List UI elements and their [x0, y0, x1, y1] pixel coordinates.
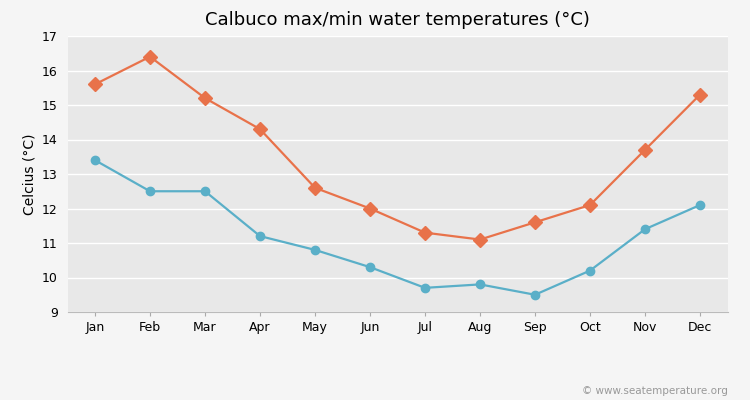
- Max: [91, 82, 100, 87]
- Max: [586, 203, 595, 208]
- Max: [200, 96, 209, 100]
- Min: [200, 189, 209, 194]
- Min: [310, 248, 320, 252]
- Line: Min: Min: [91, 156, 704, 299]
- Max: [365, 206, 374, 211]
- Max: [256, 127, 265, 132]
- Legend: Max, Min: Max, Min: [318, 396, 477, 400]
- Min: [640, 227, 650, 232]
- Text: © www.seatemperature.org: © www.seatemperature.org: [582, 386, 728, 396]
- Max: [695, 92, 704, 97]
- Max: [640, 148, 650, 152]
- Min: [91, 158, 100, 162]
- Max: [530, 220, 539, 225]
- Max: [310, 186, 320, 190]
- Min: [421, 286, 430, 290]
- Max: [146, 54, 154, 59]
- Line: Max: Max: [90, 52, 705, 244]
- Max: [421, 230, 430, 235]
- Min: [476, 282, 484, 287]
- Min: [530, 292, 539, 297]
- Title: Calbuco max/min water temperatures (°C): Calbuco max/min water temperatures (°C): [205, 11, 590, 29]
- Min: [146, 189, 154, 194]
- Min: [365, 265, 374, 270]
- Min: [586, 268, 595, 273]
- Min: [695, 203, 704, 208]
- Max: [476, 237, 484, 242]
- Min: [256, 234, 265, 238]
- Y-axis label: Celcius (°C): Celcius (°C): [22, 133, 36, 215]
